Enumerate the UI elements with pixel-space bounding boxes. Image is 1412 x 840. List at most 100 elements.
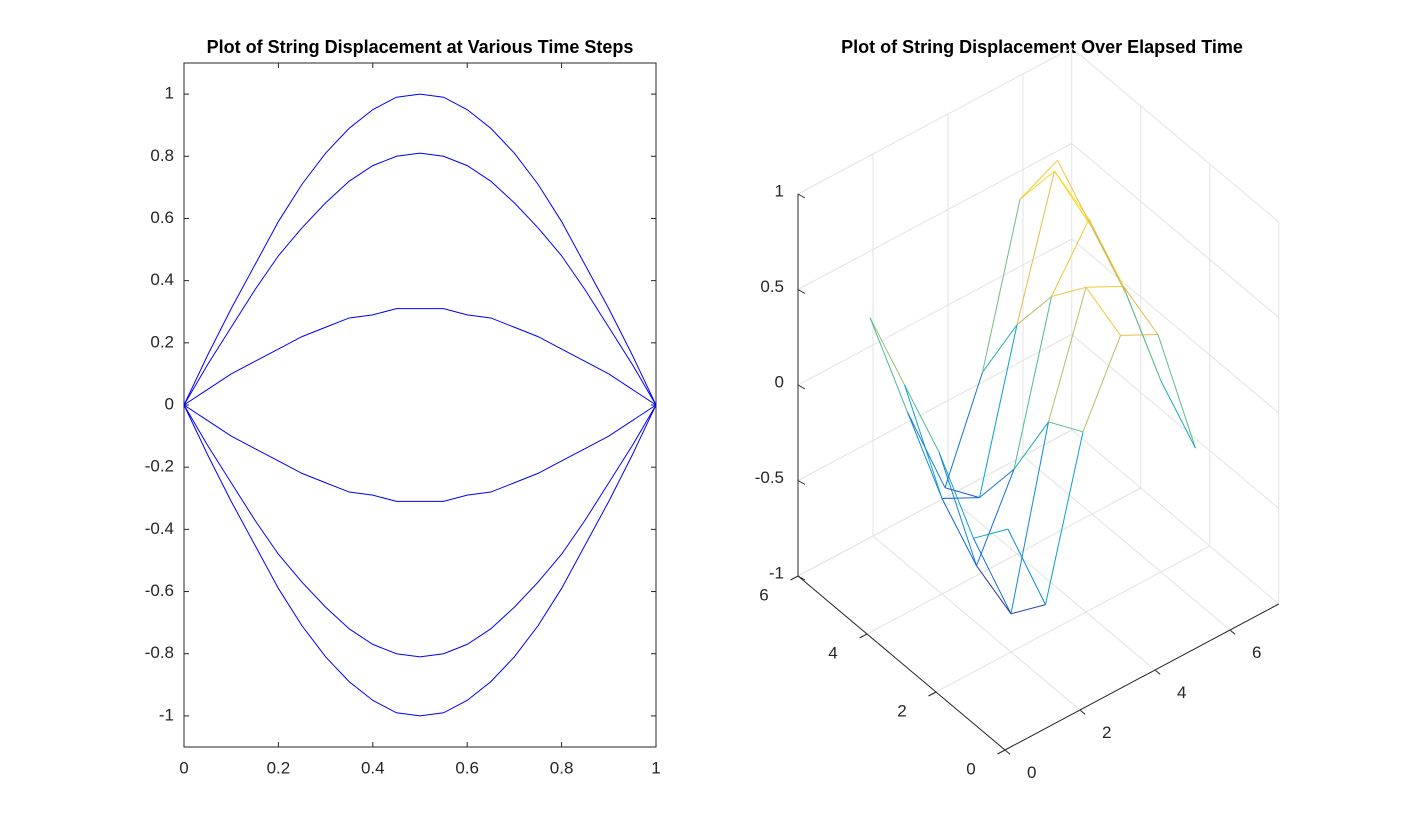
y-tick-label: -0.2 <box>145 457 174 476</box>
y-tick-label: 0.2 <box>150 332 174 351</box>
mesh-edge <box>941 498 977 566</box>
z-tick-label: 0.5 <box>760 277 784 296</box>
grid-line <box>872 535 1081 711</box>
mesh-edge <box>973 538 1012 615</box>
grid-line <box>1071 47 1280 223</box>
mesh-edge <box>1120 334 1159 336</box>
mesh-edge <box>941 497 980 499</box>
series-line <box>183 404 657 717</box>
chart-title: Plot of String Displacement at Various T… <box>207 37 634 57</box>
mesh-edge <box>1157 334 1196 449</box>
x-tick-label: 1 <box>651 758 660 777</box>
mesh-edge <box>1082 335 1121 432</box>
mesh-edge <box>1013 296 1052 470</box>
z-tick <box>797 289 806 294</box>
z-tick-label: 0 <box>775 372 784 391</box>
x-tick <box>1154 669 1161 675</box>
x-axis <box>1004 603 1279 751</box>
y-tick-label: 0.4 <box>150 270 174 289</box>
mesh-edge <box>907 412 943 499</box>
mesh-edge <box>869 317 905 386</box>
mesh-edge <box>976 469 1015 566</box>
grid-line <box>1071 143 1280 318</box>
mesh-edge <box>869 317 908 413</box>
z-tick <box>797 384 806 390</box>
mesh-edge <box>1045 431 1084 605</box>
y-tick <box>859 633 868 639</box>
grid-line <box>797 143 1072 290</box>
mesh-edge <box>1123 286 1159 335</box>
grid-line <box>947 495 1156 671</box>
y-tick-label: 0 <box>966 759 975 778</box>
mesh-edge <box>907 411 946 488</box>
mesh-edge <box>944 487 980 499</box>
series-line <box>183 152 657 406</box>
mesh-edge <box>944 372 983 488</box>
x-tick-label: 0.4 <box>361 758 385 777</box>
grid-line <box>1071 238 1280 414</box>
x-tick-label: 2 <box>1102 723 1111 742</box>
mesh-edge <box>973 528 1009 539</box>
y-tick-label: -0.4 <box>145 519 174 538</box>
x-tick-label: 0.6 <box>455 758 479 777</box>
grid-line <box>935 545 1210 693</box>
y-tick <box>997 749 1006 755</box>
series-line <box>183 308 657 406</box>
z-tick-label: -1 <box>769 563 784 582</box>
x-tick-label: 6 <box>1252 643 1261 662</box>
grid-line <box>1071 334 1280 509</box>
grid-line <box>1071 429 1280 605</box>
mesh-edge <box>1051 218 1090 297</box>
mesh-edge <box>979 468 1015 498</box>
mesh-edge <box>1016 170 1055 325</box>
y-tick <box>928 691 937 697</box>
y-tick-label: -1 <box>159 705 174 724</box>
mesh-edge <box>1013 421 1049 470</box>
mesh-edge <box>1057 160 1093 228</box>
y-tick-label: -0.6 <box>145 581 174 600</box>
x-tick <box>1079 709 1086 715</box>
grid-line <box>797 334 1072 481</box>
mesh-edge <box>1048 287 1087 423</box>
mesh-edge <box>904 384 940 453</box>
y-axis <box>797 575 1006 751</box>
x-tick-label: 0 <box>179 758 188 777</box>
z-tick-label: -0.5 <box>755 468 784 487</box>
mesh-edge <box>1010 421 1049 614</box>
mesh-edge <box>1051 286 1087 297</box>
y-tick-label: 0 <box>165 394 174 413</box>
mesh-edge <box>904 384 943 499</box>
chart-title: Plot of String Displacement Over Elapsed… <box>841 37 1243 57</box>
y-tick-label: 2 <box>897 701 906 720</box>
z-tick <box>797 193 806 199</box>
mesh-edge <box>1085 287 1121 336</box>
series-line <box>183 93 657 406</box>
y-tick-label: 0.8 <box>150 146 174 165</box>
mesh-edge <box>1048 421 1084 433</box>
y-tick-label: 1 <box>165 84 174 103</box>
mesh-edge <box>1085 285 1124 288</box>
x-tick-label: 0 <box>1027 763 1036 782</box>
grid-line <box>797 238 1072 386</box>
x-tick <box>1229 629 1236 635</box>
mesh-edge <box>1019 159 1058 200</box>
mesh-edge <box>1010 604 1046 615</box>
grid-line <box>797 47 1072 195</box>
grid-line <box>866 487 1141 635</box>
mesh-edge <box>1054 170 1093 228</box>
y-tick <box>790 575 799 581</box>
mesh-edge <box>1126 294 1162 382</box>
mesh-edge <box>938 451 974 539</box>
mesh-edge <box>1019 170 1055 200</box>
z-tick-label: 1 <box>775 181 784 200</box>
x-tick-label: 0.2 <box>267 758 291 777</box>
x-tick-label: 4 <box>1177 683 1186 702</box>
x-tick-label: 0.8 <box>550 758 574 777</box>
mesh-edge <box>1007 528 1046 605</box>
y-tick-label: 4 <box>828 643 837 662</box>
grid-line <box>1022 455 1231 631</box>
mesh-edge <box>982 324 1018 373</box>
mesh-edge <box>982 199 1021 373</box>
grid-line <box>797 429 1072 577</box>
